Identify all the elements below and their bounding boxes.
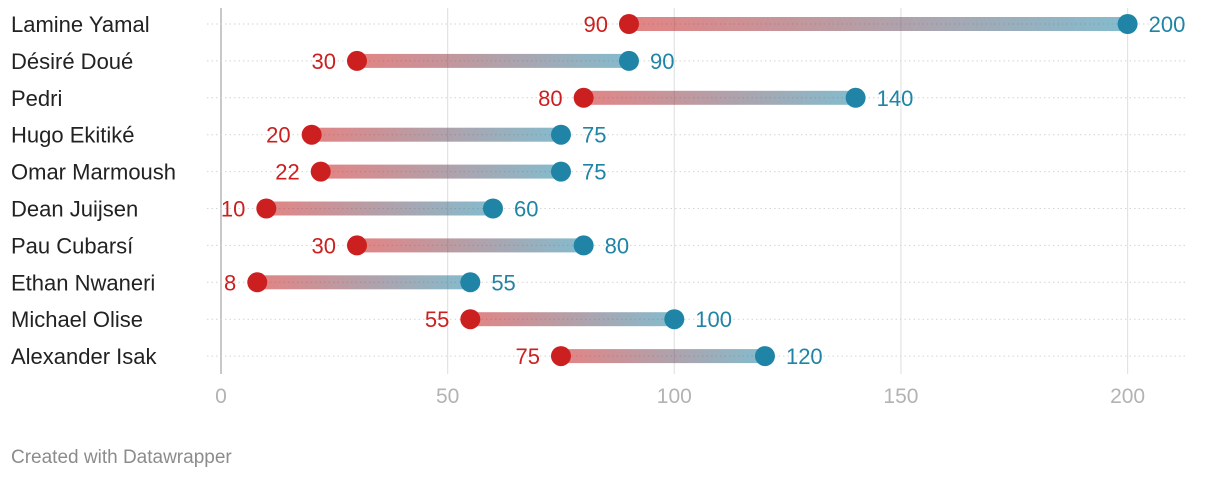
- category-label: Ethan Nwaneri: [11, 270, 155, 295]
- x-tick-label: 0: [215, 385, 227, 408]
- start-dot: [618, 14, 639, 34]
- dumbbell-bar: [560, 349, 765, 364]
- dumbbell-dots-layer: [247, 14, 1138, 367]
- x-tick-label: 200: [1110, 385, 1145, 408]
- start-value-label: 20: [266, 123, 290, 148]
- dumbbell-bar: [257, 275, 471, 290]
- end-value-label: 60: [514, 197, 538, 222]
- category-label: Michael Olise: [11, 307, 143, 332]
- category-label: Dean Juijsen: [11, 197, 138, 222]
- x-tick-label: 150: [883, 385, 918, 408]
- start-value-label: 22: [275, 160, 299, 185]
- start-value-label: 30: [312, 233, 336, 258]
- end-dot: [845, 87, 866, 108]
- start-dot: [573, 87, 594, 108]
- end-dot: [754, 346, 775, 367]
- start-dot: [460, 309, 481, 330]
- start-dot: [346, 50, 367, 71]
- end-value-label: 120: [786, 344, 823, 369]
- category-label: Pau Cubarsí: [11, 233, 133, 258]
- end-dot: [550, 161, 571, 182]
- dumbbell-bar: [356, 238, 584, 253]
- end-value-label: 80: [605, 233, 629, 258]
- start-value-label: 55: [425, 307, 449, 332]
- labels-layer: 0 50 100 150 200 Lamine Yamal 90 200 Désiré Doué…: [11, 12, 1185, 408]
- start-value-label: 90: [583, 12, 607, 37]
- x-tick-label: 50: [436, 385, 459, 408]
- start-value-label: 10: [221, 197, 245, 222]
- category-label: Hugo Ekitiké: [11, 123, 135, 148]
- dumbbell-bar: [470, 312, 675, 327]
- end-dot: [1117, 14, 1138, 34]
- end-value-label: 140: [877, 86, 914, 111]
- end-value-label: 200: [1149, 12, 1186, 37]
- end-dot: [664, 309, 685, 330]
- end-value-label: 75: [582, 160, 606, 185]
- dumbbell-bar: [628, 17, 1128, 31]
- grid-layer: [220, 8, 1129, 374]
- end-dot: [482, 198, 503, 219]
- category-label: Pedri: [11, 86, 62, 111]
- category-label: Alexander Isak: [11, 344, 158, 369]
- dumbbell-bar: [583, 90, 856, 105]
- start-dot: [256, 198, 277, 219]
- dumbbell-chart: 0 50 100 150 200 Lamine Yamal 90 200 Désiré Doué…: [11, 8, 1186, 408]
- category-label: Lamine Yamal: [11, 12, 150, 37]
- dumbbell-bar: [311, 127, 561, 142]
- end-dot: [573, 235, 594, 256]
- end-dot: [550, 124, 571, 145]
- start-dot: [301, 124, 322, 145]
- end-value-label: 55: [491, 270, 515, 295]
- category-label: Omar Marmoush: [11, 160, 176, 185]
- start-dot: [346, 235, 367, 256]
- dumbbell-bars-layer: [257, 17, 1128, 364]
- dumbbell-bar: [320, 164, 561, 179]
- dumbbell-bar: [356, 53, 629, 68]
- end-dot: [618, 50, 639, 71]
- end-value-label: 100: [695, 307, 732, 332]
- datawrapper-credit[interactable]: Created with Datawrapper: [11, 447, 232, 468]
- dumbbell-bar: [266, 201, 493, 216]
- start-value-label: 30: [312, 49, 336, 74]
- x-tick-label: 100: [657, 385, 692, 408]
- start-dot: [550, 346, 571, 367]
- end-dot: [460, 272, 481, 293]
- start-value-label: 80: [538, 86, 562, 111]
- start-dot: [310, 161, 331, 182]
- start-value-label: 8: [224, 270, 236, 295]
- start-dot: [247, 272, 268, 293]
- category-label: Désiré Doué: [11, 49, 133, 74]
- end-value-label: 90: [650, 49, 674, 74]
- start-value-label: 75: [515, 344, 539, 369]
- end-value-label: 75: [582, 123, 606, 148]
